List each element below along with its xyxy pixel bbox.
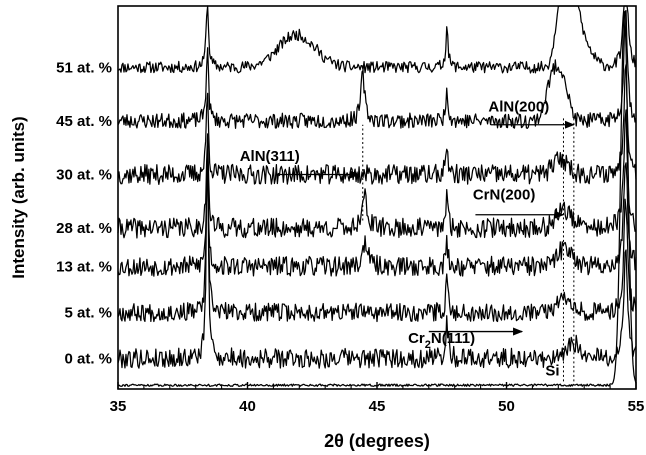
- annotation-aln311: AlN(311): [240, 148, 300, 165]
- y-axis-title: Intensity (arb. units): [9, 116, 28, 278]
- xrd-series-line: [117, 161, 637, 323]
- xrd-series-line: [117, 109, 637, 239]
- annotation-text: AlN(200): [488, 98, 549, 115]
- axes: 35 40 45 50 55: [110, 382, 645, 415]
- annotation-text: AlN(311): [240, 148, 300, 165]
- x-tick-label: 55: [628, 398, 645, 415]
- series-label: 28 at. %: [56, 220, 112, 237]
- annotation-cr2n111: Cr2N(111): [408, 330, 475, 351]
- xrd-series-line: [117, 5, 637, 74]
- series-label: 51 at. %: [56, 59, 112, 76]
- xrd-series-line: [117, 162, 637, 277]
- series-label: 13 at. %: [56, 258, 112, 275]
- x-tick-label: 40: [239, 398, 256, 415]
- x-tick-label: 50: [498, 398, 515, 415]
- annotation-text: CrN(200): [473, 186, 536, 203]
- xrd-series-line: [117, 154, 637, 369]
- xrd-series-line: [117, 64, 637, 186]
- series-label: 0 at. %: [64, 350, 112, 367]
- annotations: AlN(002)AlN(200)AlN(311)CrN(200)Cr2N(111…: [240, 98, 575, 380]
- series-label: 5 at. %: [64, 304, 112, 321]
- series-layer: 51 at. % 45 at. % 30 at. % 28 at. % 13 at. %…: [56, 5, 637, 387]
- annotation-text: Si: [545, 363, 559, 380]
- x-tick-label: 35: [110, 398, 127, 415]
- x-axis-title: 2θ (degrees): [324, 431, 430, 451]
- annotation-si: Si: [545, 363, 559, 380]
- annotation-aln200: AlN(200): [488, 98, 549, 115]
- series-label: 30 at. %: [56, 167, 112, 184]
- annotation-text: Cr: [408, 330, 425, 347]
- annotation-subscript: 2: [425, 339, 431, 351]
- annotation-crn200: CrN(200): [473, 186, 536, 203]
- guide-lines: [362, 117, 575, 382]
- x-tick-label: 45: [369, 398, 386, 415]
- xrd-series-line: [117, 9, 637, 129]
- annotation-tail: N(111): [431, 330, 475, 347]
- series-label: 45 at. %: [56, 113, 112, 130]
